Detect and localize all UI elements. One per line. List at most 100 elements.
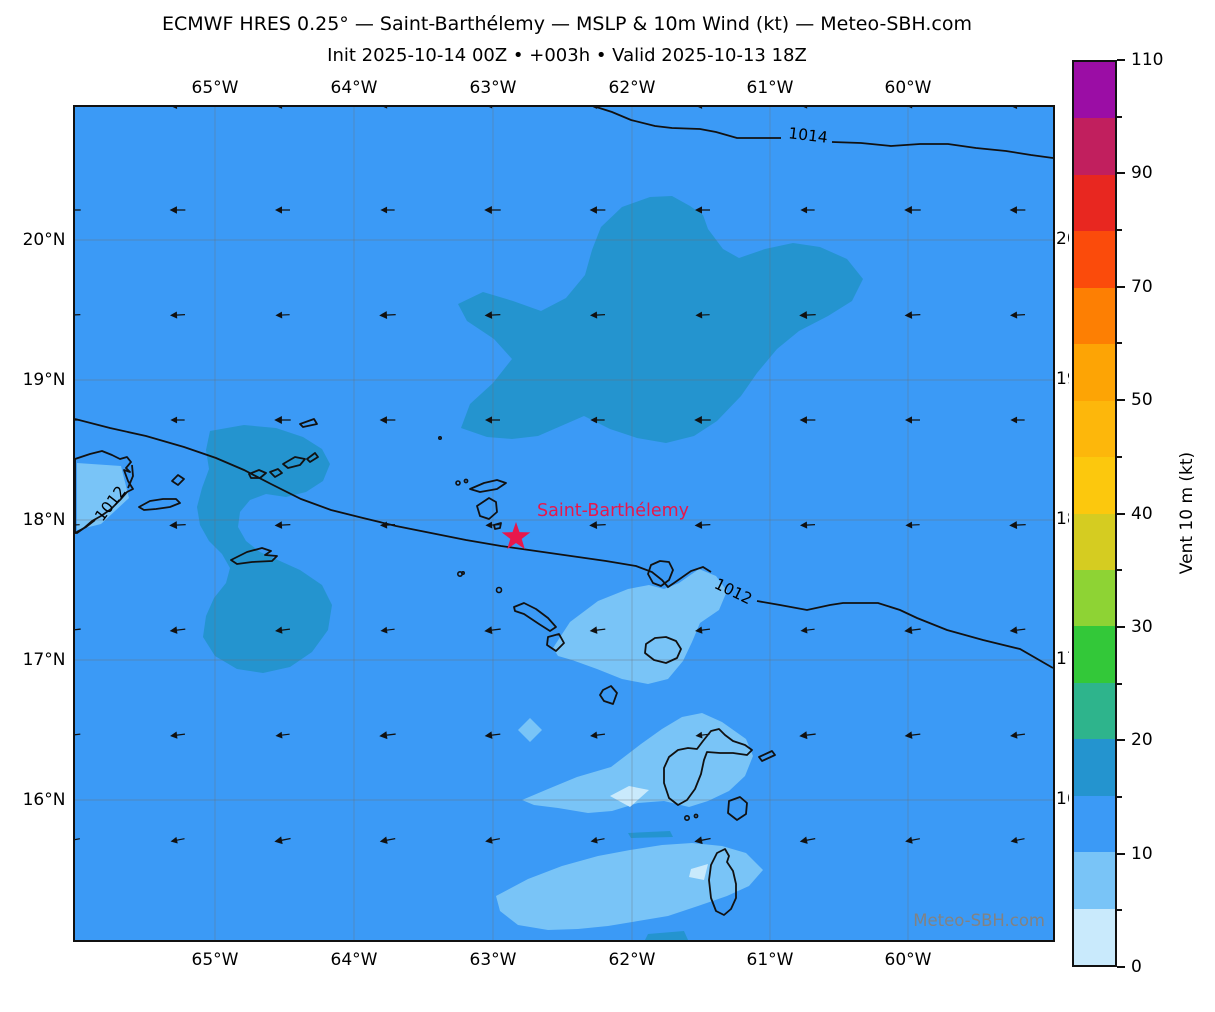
lon-label-top: 61°W (746, 78, 794, 98)
region-wind-0-5kt (689, 864, 708, 880)
wind-arrow (904, 626, 921, 635)
isobar-contour (756, 600, 1053, 669)
station-label: Saint-Barthélemy (537, 501, 689, 521)
wind-arrow (904, 731, 921, 739)
lat-label-right-clipped: 17°N (1056, 649, 1069, 669)
colorbar (1072, 60, 1117, 967)
wind-arrow (379, 836, 396, 844)
colorbar-major-tick (1117, 512, 1125, 515)
island-outline (269, 468, 283, 478)
lon-label-bottom: 65°W (191, 950, 239, 970)
colorbar-minor-tick (1117, 909, 1122, 912)
lat-label-left: 17°N (22, 650, 66, 670)
wind-arrow (1009, 107, 1026, 110)
wind-arrow (590, 731, 606, 739)
figure-title: ECMWF HRES 0.25° — Saint-Barthélemy — MS… (161, 13, 973, 35)
wind-arrow (904, 311, 921, 319)
island-outline (476, 497, 498, 520)
wind-arrow (694, 416, 711, 424)
colorbar-major-tick (1117, 625, 1125, 628)
colorbar-minor-tick (1117, 795, 1122, 798)
isobar-contour (75, 519, 96, 534)
map-panel: 1014 1012 1012 Saint-Barthélemy Meteo-SBH.co… (73, 105, 1055, 942)
wind-arrow (485, 416, 500, 424)
wind-arrow (380, 626, 395, 634)
wind-arrow (75, 209, 81, 211)
wind-arrow (589, 206, 606, 214)
island-outline (546, 633, 565, 652)
lat-label-right-clipped: 19°N (1056, 369, 1069, 389)
region-wind-5-10kt (553, 569, 727, 684)
colorbar-title: Vent 10 m (kt) (1177, 451, 1197, 575)
wind-arrow (1009, 626, 1026, 634)
island-outline (513, 602, 557, 632)
colorbar-band-15-20kt (1074, 739, 1115, 796)
colorbar-band-20-25kt (1074, 682, 1115, 740)
lat-label-right-clipped: 16°N (1056, 789, 1069, 809)
colorbar-major-tick (1117, 285, 1125, 288)
colorbar-band-40-45kt (1074, 457, 1115, 514)
lat-label-right-clipped: 18°N (1056, 509, 1069, 529)
island-outline (171, 474, 185, 486)
lon-label-top: 63°W (469, 78, 517, 98)
colorbar-tick-label: 30 (1131, 616, 1153, 637)
region-wind-5-10kt (518, 718, 542, 742)
wind-arrow (274, 836, 291, 845)
station-star (501, 522, 531, 550)
colorbar-band-60-70kt (1074, 287, 1115, 345)
wind-arrow (485, 836, 500, 844)
lon-label-top: 62°W (608, 78, 656, 98)
wind-arrow (274, 521, 291, 529)
wind-arrow (1009, 206, 1026, 214)
islet-outline (460, 570, 465, 575)
island-outline (727, 796, 748, 821)
island-outline (599, 685, 618, 705)
colorbar-band-45-50kt (1074, 400, 1115, 458)
wind-arrow (484, 731, 501, 739)
wind-arrow (800, 626, 815, 634)
wind-arrow (589, 107, 606, 110)
island-outline (647, 560, 674, 587)
wind-arrow (695, 311, 710, 319)
wind-arrow (275, 311, 290, 319)
colorbar-band-50-60kt (1074, 344, 1115, 401)
wind-arrow (379, 731, 396, 740)
wind-arrow (695, 206, 710, 214)
colorbar-tick-label: 90 (1131, 163, 1153, 184)
wind-arrow (1010, 311, 1026, 319)
figure-subtitle: Init 2025-10-14 00Z • +003h • Valid 2025… (327, 45, 807, 66)
lon-label-bottom: 62°W (608, 950, 656, 970)
wind-arrow (799, 836, 816, 844)
colorbar-band-90-100kt (1074, 118, 1115, 175)
wind-arrow (169, 107, 186, 110)
region-wind-15-20kt (645, 931, 688, 940)
wind-arrow (170, 836, 185, 844)
colorbar-major-tick (1117, 739, 1125, 742)
isobar-contour (75, 418, 712, 589)
wind-arrow (170, 731, 186, 739)
lon-label-top: 60°W (884, 78, 932, 98)
wind-arrow (695, 731, 710, 739)
colorbar-minor-tick (1117, 115, 1122, 118)
colorbar-minor-tick (1117, 569, 1122, 572)
lon-label-bottom: 63°W (469, 950, 517, 970)
wind-arrow (590, 836, 605, 844)
colorbar-band-5-10kt (1074, 852, 1115, 909)
colorbar-major-tick (1117, 59, 1125, 61)
wind-arrow (170, 311, 186, 319)
colorbar-major-tick (1117, 172, 1125, 175)
colorbar-band-0-5kt (1074, 908, 1115, 965)
wind-arrow (379, 311, 396, 320)
region-wind-0-5kt (610, 786, 649, 807)
wind-arrow (694, 836, 711, 845)
islet-outline (463, 478, 469, 484)
island-outline (230, 547, 278, 565)
wind-arrow (380, 206, 395, 214)
isobar-contour (593, 107, 781, 139)
lon-label-bottom: 60°W (884, 950, 932, 970)
colorbar-tick-label: 0 (1131, 957, 1142, 977)
wind-arrow (800, 521, 816, 529)
wind-arrow (484, 626, 501, 635)
